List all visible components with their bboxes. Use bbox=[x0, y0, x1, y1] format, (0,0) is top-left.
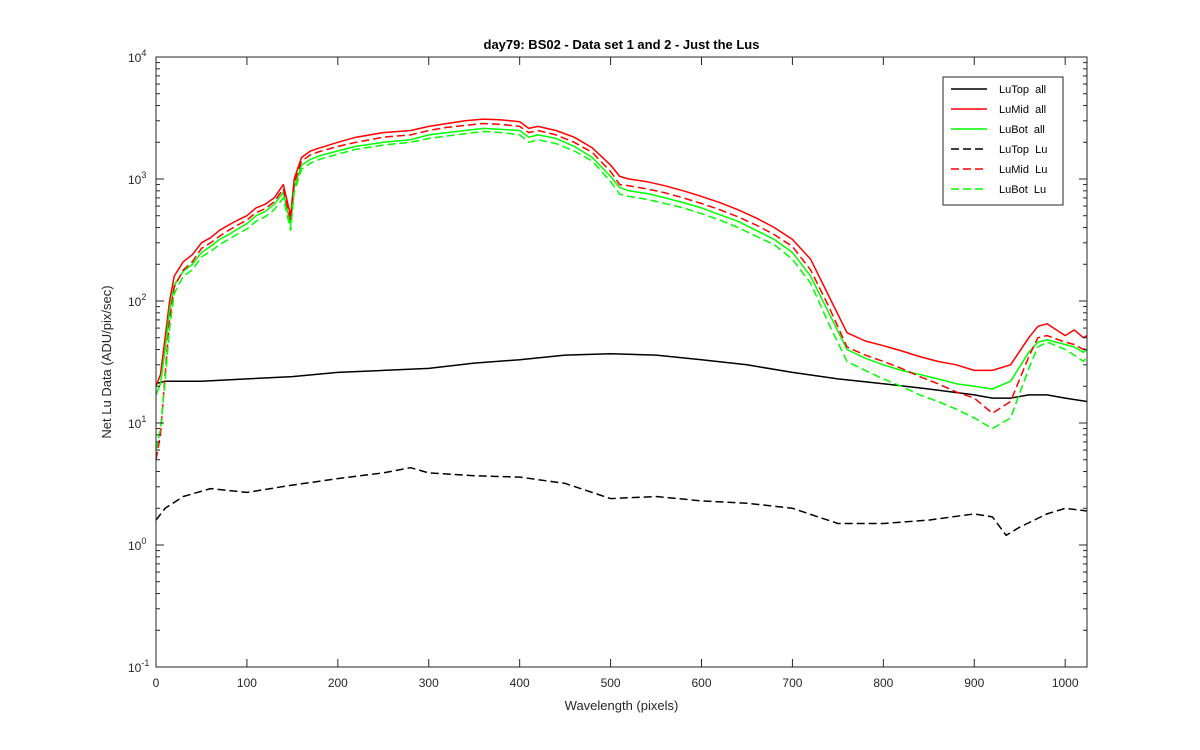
y-axis-label: Net Lu Data (ADU/pix/sec) bbox=[99, 285, 114, 438]
y-tick-label: 102 bbox=[128, 292, 146, 309]
series-line-4 bbox=[156, 466, 1087, 537]
axes-frame bbox=[155, 56, 1088, 668]
chart-title: day79: BS02 - Data set 1 and 2 - Just th… bbox=[484, 37, 760, 52]
legend-entry: LuBot Lu bbox=[999, 184, 1046, 196]
series-line-6 bbox=[156, 130, 1087, 451]
x-tick-label: 500 bbox=[601, 676, 621, 690]
y-tick-label: 100 bbox=[128, 536, 146, 553]
series-line-5 bbox=[156, 122, 1087, 460]
x-tick-label: 800 bbox=[873, 676, 893, 690]
x-tick-label: 200 bbox=[328, 676, 348, 690]
y-tick-label: 104 bbox=[128, 48, 146, 65]
x-tick-label: 1000 bbox=[1052, 676, 1079, 690]
legend-entry: LuTop all bbox=[999, 84, 1046, 96]
x-tick-label: 600 bbox=[691, 676, 711, 690]
x-axis: 0 100 200 300 400 500 600 700 800 900 1000 bbox=[153, 57, 1079, 690]
x-tick-label: 700 bbox=[782, 676, 802, 690]
y-tick-label: 103 bbox=[128, 170, 146, 187]
legend-entry: LuMid all bbox=[999, 104, 1046, 116]
y-tick-label: 10-1 bbox=[128, 658, 149, 675]
legend: LuTop all LuMid all LuBot all LuTop Lu LuMid… bbox=[942, 76, 1064, 206]
series-line-1 bbox=[156, 352, 1087, 403]
series-layer bbox=[156, 118, 1087, 537]
x-axis-label: Wavelength (pixels) bbox=[565, 698, 679, 713]
x-tick-label: 0 bbox=[153, 676, 160, 690]
x-tick-label: 100 bbox=[237, 676, 257, 690]
legend-entry: LuBot all bbox=[999, 124, 1045, 136]
legend-entry: LuMid Lu bbox=[999, 164, 1047, 176]
y-tick-label: 101 bbox=[128, 414, 146, 431]
x-tick-label: 300 bbox=[419, 676, 439, 690]
series-line-3 bbox=[156, 127, 1087, 396]
y-axis: 10-1 100 101 102 103 104 bbox=[128, 48, 1087, 675]
series-line-2 bbox=[156, 118, 1087, 387]
x-tick-label: 900 bbox=[964, 676, 984, 690]
legend-box bbox=[942, 76, 1064, 206]
legend-entry: LuTop Lu bbox=[999, 144, 1047, 156]
x-tick-label: 400 bbox=[510, 676, 530, 690]
